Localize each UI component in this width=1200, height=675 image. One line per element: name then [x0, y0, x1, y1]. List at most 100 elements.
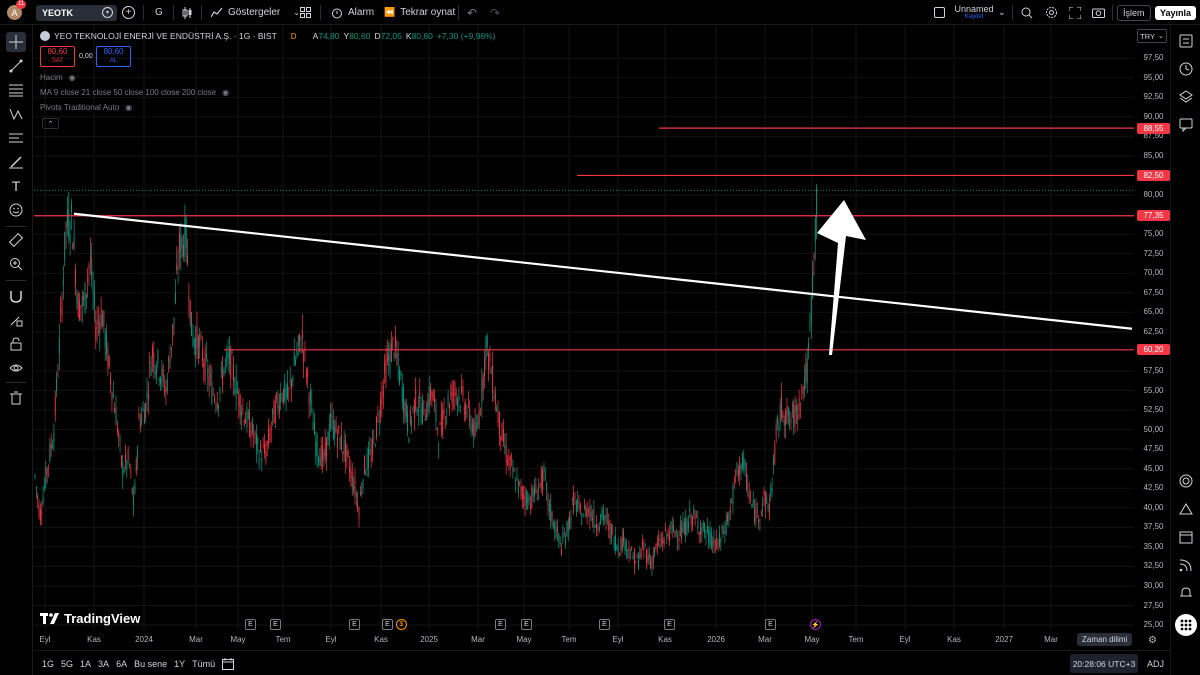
candle-body [682, 521, 684, 533]
alerts-clock-icon[interactable] [1177, 60, 1195, 78]
candle-body [463, 405, 465, 415]
range-button[interactable]: 6A [116, 658, 128, 669]
range-button[interactable]: 1G [42, 658, 55, 669]
earnings-event-marker[interactable]: E [270, 619, 281, 630]
range-button[interactable]: Tümü [192, 658, 216, 669]
trade-button[interactable]: İşlem [1117, 0, 1151, 25]
goto-date-icon[interactable] [222, 651, 234, 675]
ideas-icon[interactable] [1177, 500, 1195, 518]
candle-body [98, 321, 99, 324]
crosshair-icon[interactable] [6, 32, 26, 52]
range-button[interactable]: 1A [80, 658, 92, 669]
range-button[interactable]: 1Y [174, 658, 186, 669]
magnet-icon[interactable] [6, 286, 26, 306]
currency-selector[interactable]: TRY ⌄ [1137, 29, 1167, 43]
candle-body [134, 483, 136, 494]
brush-icon[interactable] [6, 152, 26, 172]
candle-body [249, 411, 251, 437]
time-settings-gear-icon[interactable]: ⚙ [1148, 635, 1157, 646]
fullscreen-icon[interactable] [1069, 0, 1081, 25]
tradingview-watermark[interactable]: TradingView [40, 611, 140, 626]
eye-icon[interactable] [6, 358, 26, 378]
candle-body [530, 505, 531, 508]
zoom-in-icon[interactable] [6, 254, 26, 274]
price-level-tag[interactable]: 88,55 [1137, 122, 1170, 134]
calendar-icon[interactable] [1177, 528, 1195, 546]
symbol-dropdown-icon[interactable]: ▾ [102, 6, 113, 18]
text-icon[interactable]: T [11, 178, 21, 194]
earnings-event-marker[interactable]: E [382, 619, 393, 630]
earnings-event-marker[interactable]: E [599, 619, 610, 630]
candle-body [786, 406, 788, 423]
collapse-legend-button[interactable]: ⌃ [42, 118, 59, 129]
eye-icon[interactable]: ◉ [222, 88, 230, 97]
sell-button[interactable]: 80,60 SAT [40, 46, 75, 67]
price-chart[interactable] [34, 25, 1170, 650]
price-level-tag[interactable]: 82,50 [1137, 169, 1170, 181]
add-symbol-button[interactable]: + [122, 0, 135, 25]
earnings-event-marker[interactable]: E [349, 619, 360, 630]
target-icon[interactable] [1177, 472, 1195, 490]
buy-button[interactable]: 80,60 AL [96, 46, 131, 67]
camera-icon[interactable] [1092, 0, 1105, 25]
legend-title[interactable]: YEO TEKNOLOJİ ENERJİ VE ENDÜSTRİ A.Ş. · … [54, 31, 277, 41]
trend-line-icon[interactable] [6, 56, 26, 76]
timezone-clock[interactable]: 20:28:06 UTC+3 [1070, 654, 1138, 673]
settings-gear-icon[interactable] [1045, 0, 1058, 25]
pivots-indicator-row[interactable]: Pivots Traditional Auto ◉ [40, 103, 132, 112]
ruler-icon[interactable] [6, 230, 26, 250]
lightning-icon[interactable]: ⚡ [810, 619, 821, 630]
candle-body [656, 542, 658, 546]
layers-icon[interactable] [1177, 88, 1195, 106]
range-button[interactable]: Bu sene [134, 658, 168, 669]
alarm-button[interactable]: Alarm [331, 0, 374, 25]
lock-icon[interactable] [6, 334, 26, 354]
indicators-button[interactable]: Göstergeler ⌄ [211, 0, 300, 25]
streams-icon[interactable] [1177, 556, 1195, 574]
dividend-event-marker[interactable]: $ [396, 619, 407, 630]
chart-type-button[interactable] [182, 0, 192, 25]
apps-grid-icon[interactable] [1175, 614, 1197, 636]
undo-icon[interactable]: ↶ [467, 5, 478, 20]
quick-search-icon[interactable] [1021, 0, 1033, 25]
eye-icon[interactable]: ◉ [125, 103, 133, 112]
candle-body [76, 293, 78, 305]
candle-body [393, 353, 395, 357]
earnings-event-marker[interactable]: E [765, 619, 776, 630]
time-axis-label: 2025 [420, 635, 438, 644]
interval-button[interactable]: G [155, 7, 163, 18]
chevron-down-icon[interactable]: ⌄ [998, 7, 1006, 17]
watchlist-icon[interactable] [1177, 32, 1195, 50]
layout-name-button[interactable]: Unnamed Kaydet [953, 0, 995, 25]
layout-grid-button[interactable] [300, 0, 311, 25]
emoji-icon[interactable] [6, 200, 26, 220]
earnings-event-marker[interactable]: E [495, 619, 506, 630]
replay-button[interactable]: ⏪ Tekrar oynat [384, 0, 455, 25]
range-button[interactable]: 5G [61, 658, 74, 669]
earnings-event-marker[interactable]: E [245, 619, 256, 630]
adjust-button[interactable]: ADJ [1147, 658, 1165, 669]
layout-checkbox[interactable] [934, 0, 945, 25]
price-level-tag[interactable]: 77,35 [1137, 210, 1170, 222]
redo-icon[interactable]: ↷ [490, 5, 501, 20]
forecasting-icon[interactable] [6, 128, 26, 148]
range-button[interactable]: 3A [98, 658, 110, 669]
fib-retracement-icon[interactable] [6, 80, 26, 100]
symbol-search[interactable]: YEOTK ▾ [36, 0, 117, 25]
earnings-event-marker[interactable]: E [521, 619, 532, 630]
chart-pane[interactable]: YEO TEKNOLOJİ ENERJİ VE ENDÜSTRİ A.Ş. · … [34, 25, 1170, 650]
candle-body [336, 436, 338, 448]
eye-icon[interactable]: ◉ [68, 73, 76, 82]
chat-icon[interactable] [1177, 116, 1195, 134]
lock-drawings-icon[interactable] [6, 310, 26, 330]
ma-indicator-row[interactable]: MA 9 close 21 close 50 close 100 close 2… [40, 88, 229, 97]
volume-indicator-row[interactable]: Hacim ◉ [40, 73, 76, 82]
price-level-tag[interactable]: 60,20 [1137, 344, 1170, 356]
earnings-event-marker[interactable]: E [664, 619, 675, 630]
candle-body [295, 359, 296, 364]
pattern-icon[interactable] [6, 104, 26, 124]
publish-button[interactable]: Yayınla [1155, 0, 1197, 25]
trash-icon[interactable] [6, 388, 26, 408]
notifications-icon[interactable] [1177, 584, 1195, 602]
user-avatar[interactable]: A 11 [7, 0, 27, 25]
